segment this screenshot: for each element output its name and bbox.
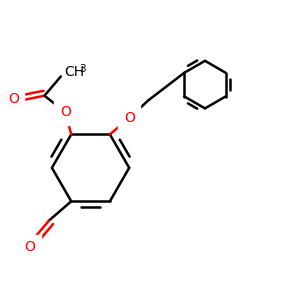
- Text: O: O: [60, 105, 71, 119]
- Text: O: O: [24, 240, 35, 254]
- Text: O: O: [124, 111, 135, 125]
- Text: CH: CH: [64, 65, 84, 79]
- Text: O: O: [8, 92, 19, 106]
- Text: 3: 3: [79, 64, 86, 74]
